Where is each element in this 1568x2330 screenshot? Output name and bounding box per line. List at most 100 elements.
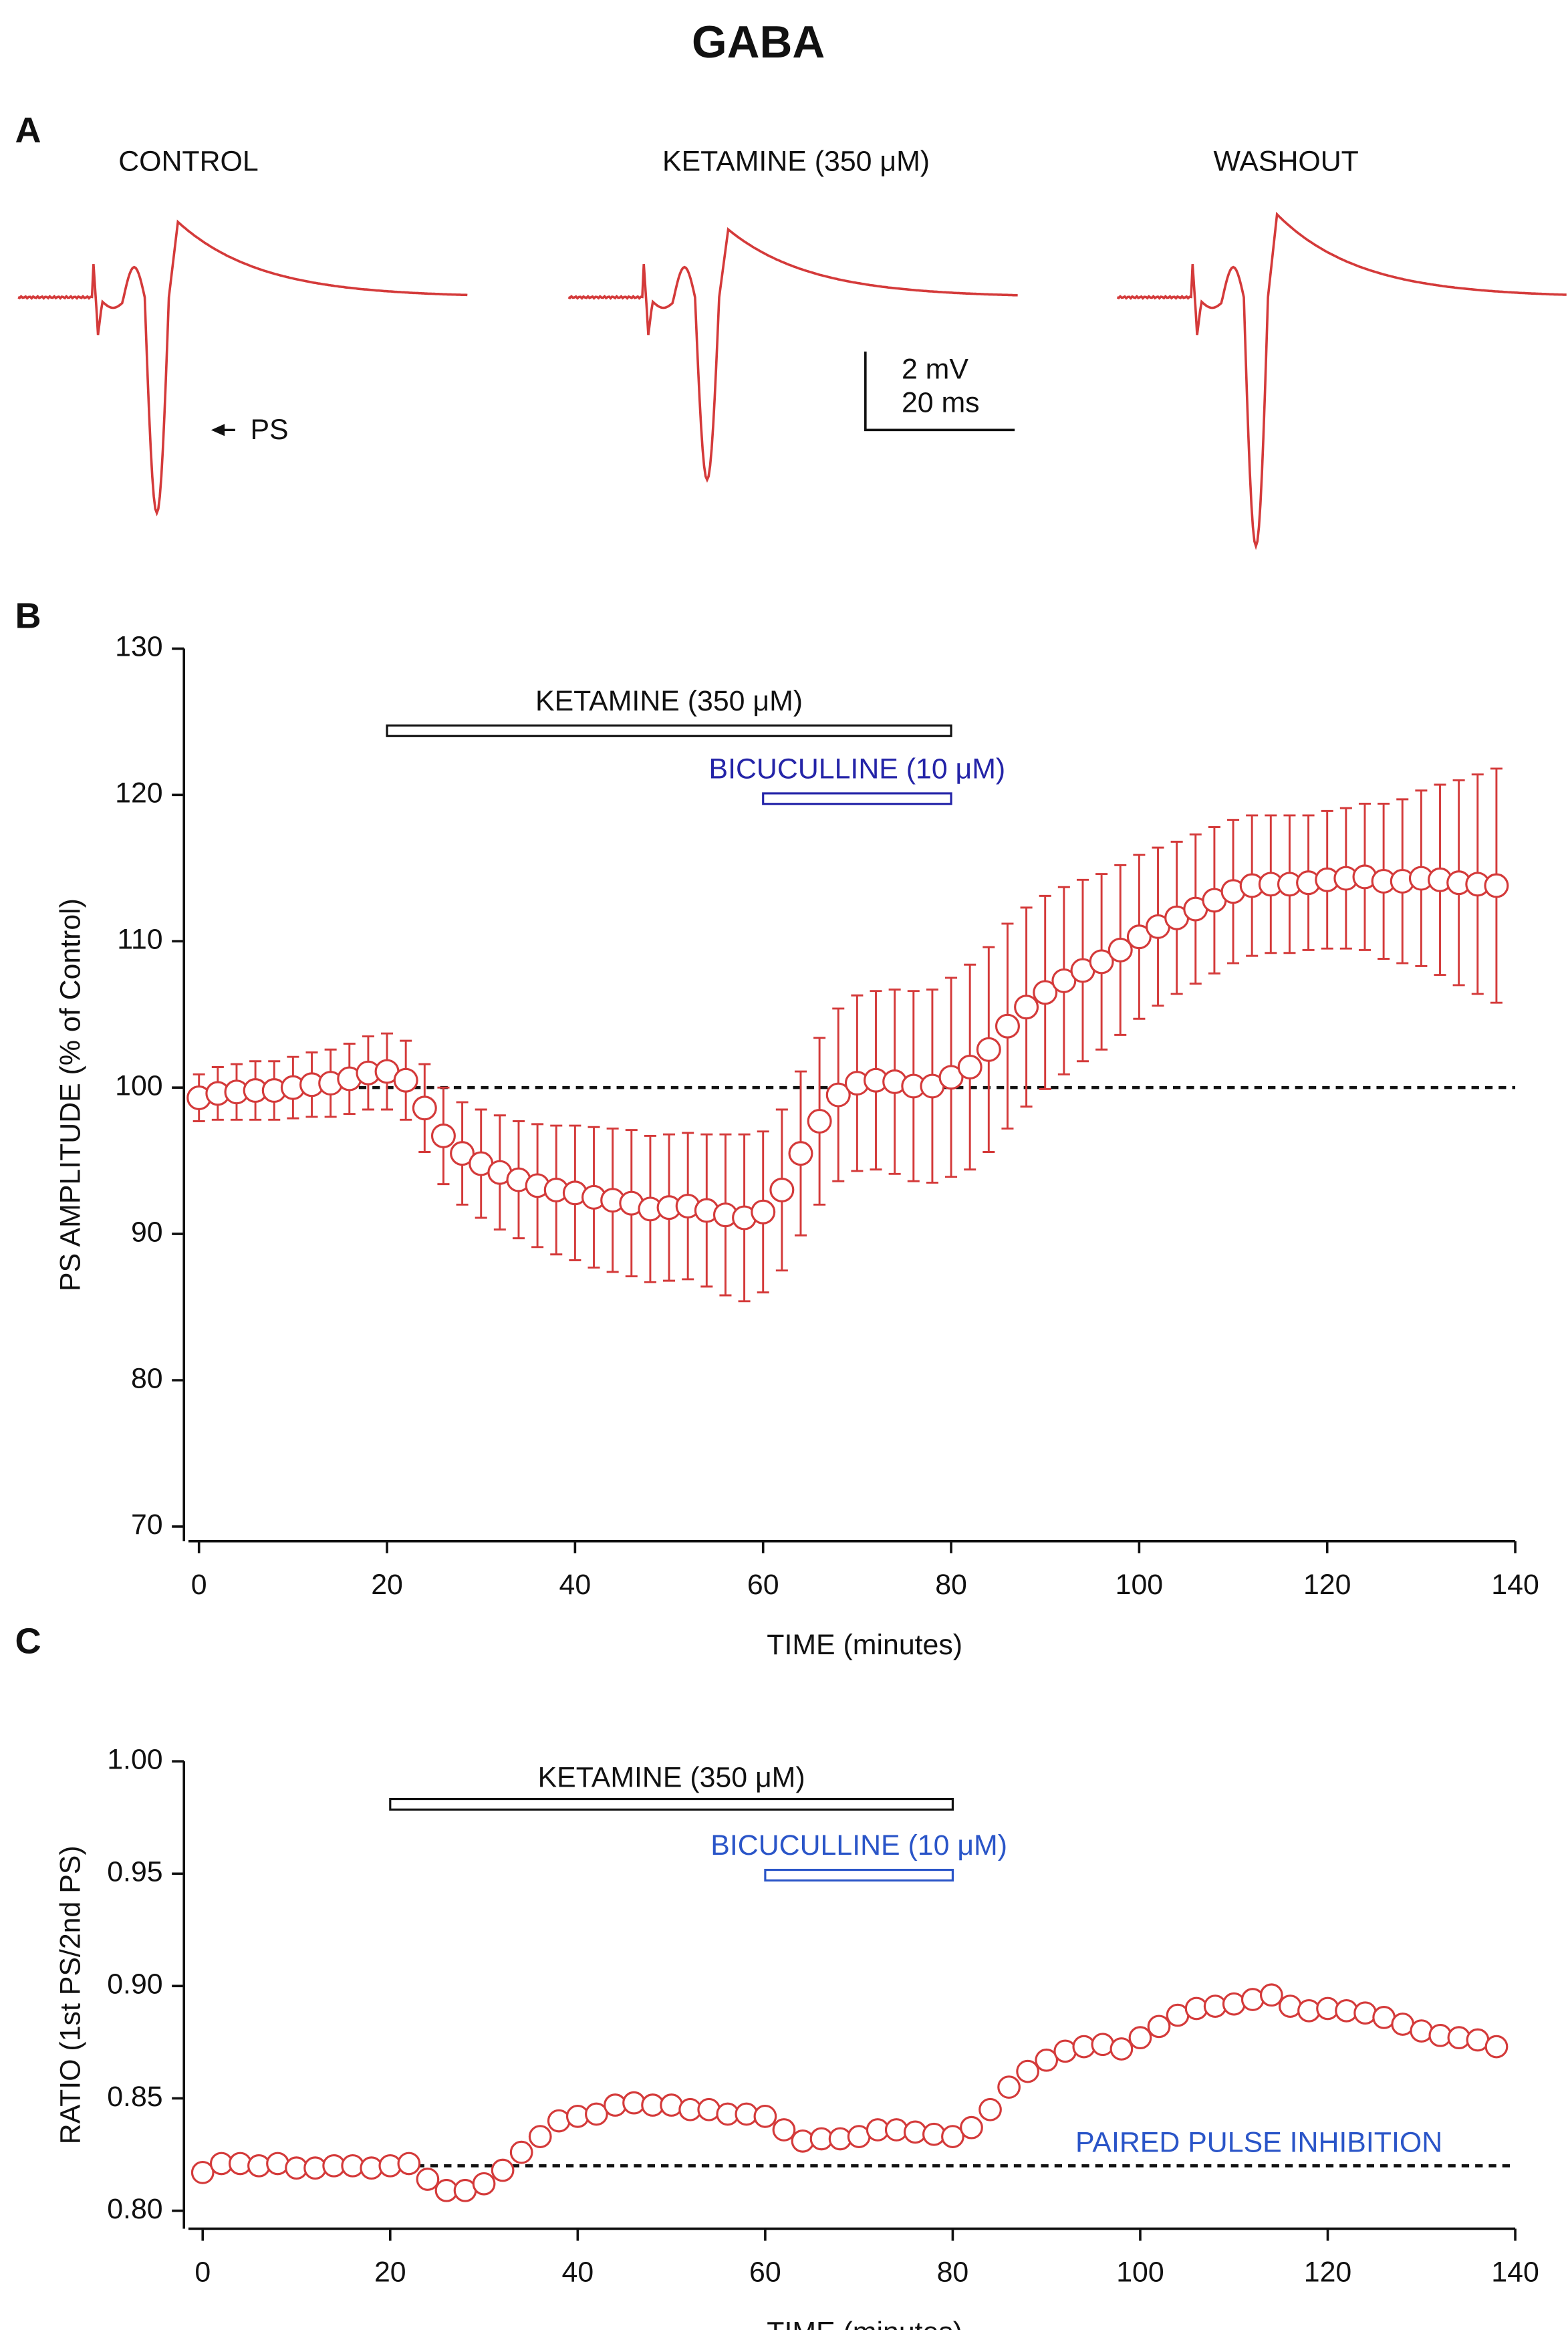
data-point [976, 1037, 1001, 1062]
x-tick-label: 120 [1303, 1569, 1351, 1601]
x-tick-label: 100 [1116, 2256, 1164, 2288]
data-point [190, 2161, 215, 2184]
scale-bar [864, 352, 1015, 432]
treatment-label: BICUCULLINE (10 μM) [709, 753, 1006, 785]
data-point [1109, 2037, 1134, 2061]
y-axis-title: PS AMPLITUDE (% of Control) [55, 898, 87, 1291]
data-point [1051, 968, 1077, 993]
data-point [1091, 2033, 1115, 2057]
data-point [1126, 924, 1152, 950]
data-point [997, 2075, 1021, 2099]
y-tick-label: 90 [131, 1216, 163, 1248]
trace [567, 227, 1018, 483]
data-point [1128, 2026, 1152, 2050]
data-point [547, 2109, 571, 2133]
data-point [769, 1177, 795, 1202]
x-tick-label: 60 [749, 2256, 781, 2288]
x-tick-label: 40 [559, 1569, 592, 1601]
data-point [753, 2104, 777, 2128]
data-point [472, 2172, 496, 2196]
x-tick-label: 80 [935, 1569, 967, 1601]
data-point [1279, 1994, 1302, 2018]
data-point [528, 2125, 552, 2148]
trace-label: CONTROL [118, 145, 258, 177]
ps-arrow-head [211, 424, 225, 436]
data-point [416, 2168, 440, 2191]
data-point [941, 2125, 964, 2148]
data-point [1410, 2019, 1434, 2043]
data-point [772, 2118, 796, 2142]
data-point [1014, 995, 1039, 1020]
y-tick-label: 1.00 [107, 1743, 162, 1775]
x-tick-label: 20 [374, 2256, 406, 2288]
trace-label: KETAMINE (350 μM) [662, 145, 930, 177]
y-tick-label: 100 [115, 1069, 162, 1102]
scale-bar-label: 20 ms [902, 386, 980, 418]
y-tick-label: 0.95 [107, 1856, 162, 1888]
treatment-label: BICUCULLINE (10 μM) [710, 1829, 1007, 1861]
y-tick-label: 120 [115, 777, 162, 809]
data-point [751, 1199, 776, 1224]
x-tick-label: 60 [747, 1569, 779, 1601]
data-point [1484, 873, 1509, 898]
data-point [960, 2115, 983, 2140]
treatment-bar [386, 724, 952, 737]
data-point [1053, 2039, 1077, 2063]
data-point [509, 2140, 533, 2164]
panel-label: A [15, 110, 41, 150]
y-tick-label: 0.80 [107, 2193, 162, 2225]
data-point [1035, 2048, 1059, 2072]
data-point [393, 1067, 418, 1093]
trace-label: WASHOUT [1213, 145, 1358, 177]
figure-title: GABA [692, 17, 825, 68]
trace [17, 219, 468, 517]
ps-label: PS [250, 414, 288, 446]
x-tick-label: 80 [937, 2256, 969, 2288]
x-tick-label: 0 [194, 2256, 211, 2288]
data-point [938, 1065, 964, 1090]
y-tick-label: 0.90 [107, 1968, 162, 2000]
data-point [1107, 937, 1133, 962]
y-axis-title: RATIO (1st PS/2nd PS) [55, 1845, 87, 2144]
data-point [788, 1141, 813, 1166]
data-point [1240, 1988, 1265, 2011]
data-point [697, 2097, 721, 2121]
data-point [978, 2097, 1002, 2121]
data-point [660, 2093, 683, 2117]
data-point [266, 2152, 289, 2176]
data-point [585, 2102, 608, 2126]
treatment-bar [389, 1797, 954, 1811]
x-tick-label: 40 [562, 2256, 594, 2288]
data-point [1222, 1992, 1246, 2016]
y-tick-label: 80 [131, 1362, 163, 1394]
x-tick-label: 0 [191, 1569, 207, 1601]
y-tick-label: 70 [131, 1509, 163, 1541]
treatment-bar [764, 1868, 954, 1882]
data-point [1353, 2001, 1377, 2025]
data-point [1147, 2015, 1171, 2039]
data-point [825, 1082, 851, 1108]
scale-bar-label: 2 mV [902, 354, 968, 386]
y-tick-label: 0.85 [107, 2081, 162, 2113]
data-point [1089, 949, 1114, 975]
x-axis-title: TIME (minutes) [767, 1629, 962, 1661]
y-tick-label: 110 [117, 924, 162, 956]
trace [1116, 211, 1567, 551]
data-point [807, 1109, 832, 1134]
x-tick-label: 20 [371, 1569, 403, 1601]
data-point [491, 2158, 515, 2182]
data-point [1016, 2059, 1040, 2083]
data-point [1259, 1983, 1283, 2007]
y-tick-label: 130 [115, 631, 162, 663]
data-point [450, 1141, 475, 1166]
x-tick-label: 140 [1491, 2256, 1539, 2288]
data-point [412, 1095, 437, 1121]
data-point [430, 1123, 456, 1148]
data-point [1484, 2035, 1509, 2059]
panel-label: B [15, 596, 41, 636]
x-tick-label: 140 [1491, 1569, 1539, 1601]
data-point [995, 1013, 1020, 1039]
data-point [1033, 980, 1058, 1005]
treatment-label: KETAMINE (350 μM) [538, 1762, 805, 1794]
